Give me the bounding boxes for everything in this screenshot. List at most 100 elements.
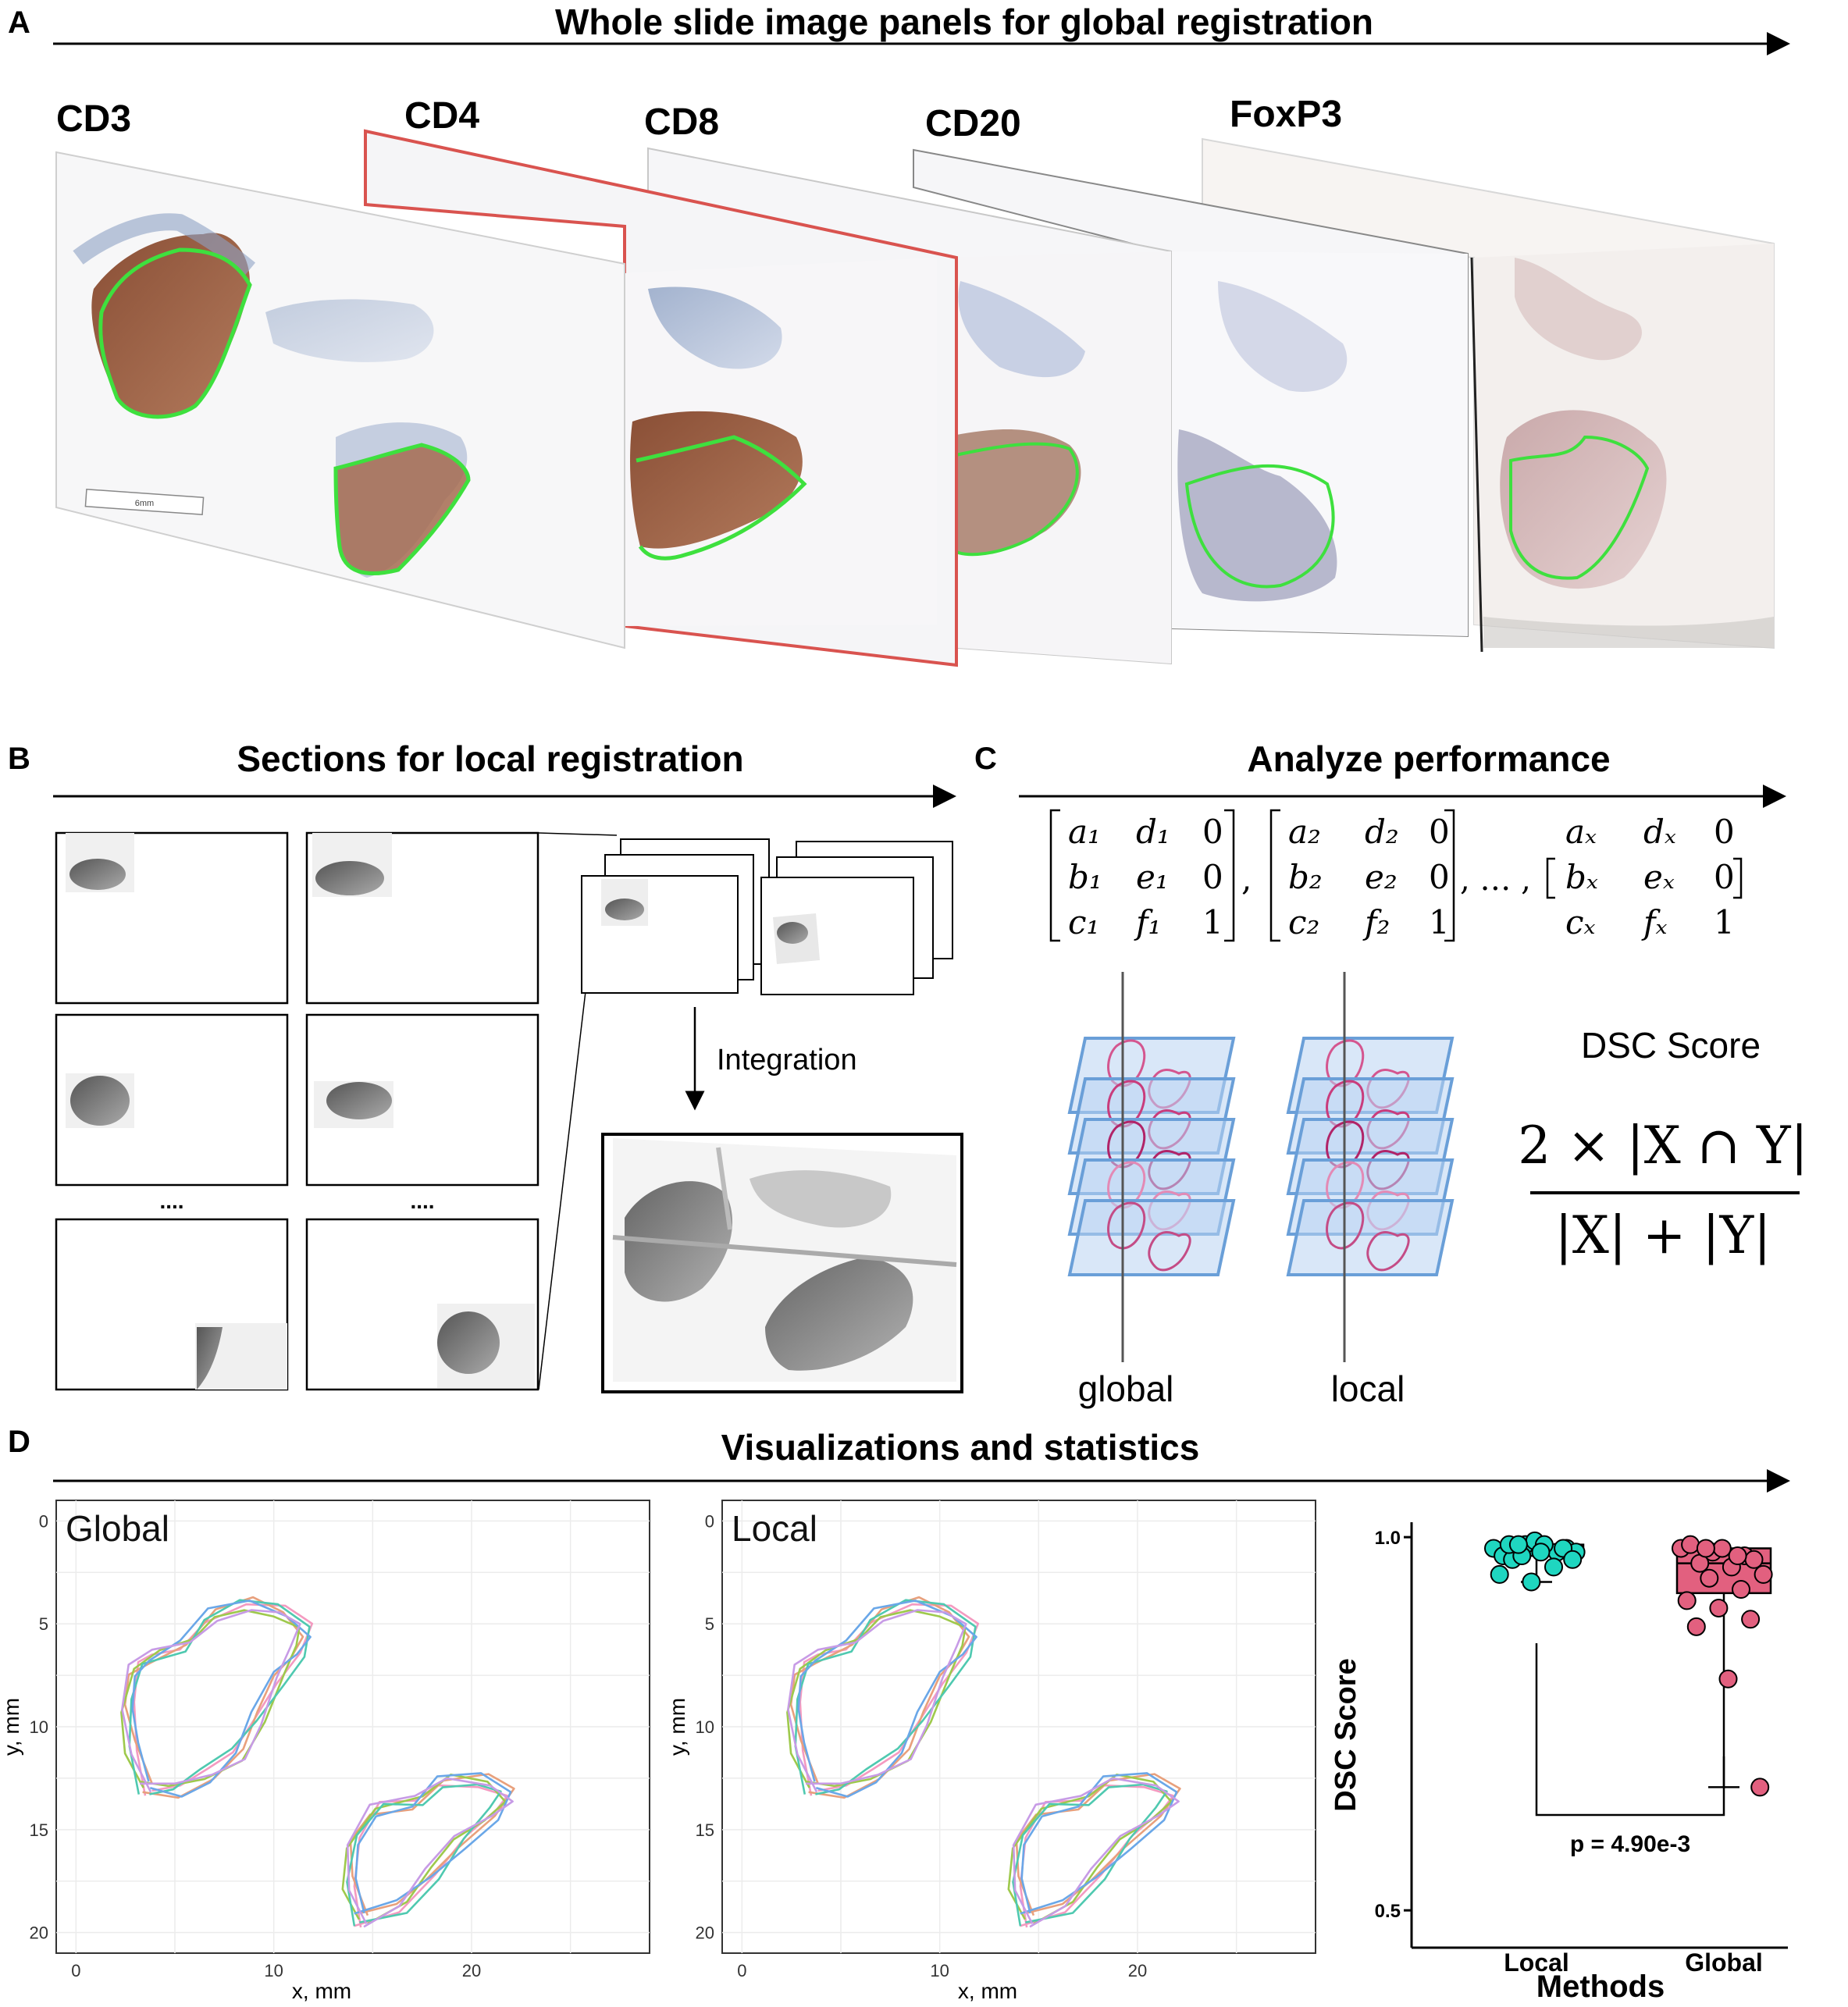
stack-global <box>1067 1037 1236 1276</box>
contour-plot-local: 0 10 20 0 5 10 15 20 x, mm y, mm Local <box>665 1500 1316 2003</box>
contour-line <box>354 1772 512 1915</box>
contour-line <box>1012 1783 1168 1927</box>
mx-r2c1: fₓ <box>1641 903 1668 941</box>
data-point <box>1681 1535 1700 1554</box>
matrix-ellipsis: , … , <box>1460 862 1531 898</box>
mx-r0c1: dₓ <box>1643 813 1676 851</box>
data-point <box>1686 1617 1706 1636</box>
slide-label-cd20: CD20 <box>925 103 1021 144</box>
data-point <box>1508 1535 1528 1554</box>
plot-title: Local <box>732 1508 817 1549</box>
y-tick-label: 20 <box>696 1923 714 1943</box>
data-point <box>1744 1550 1764 1569</box>
dsc-denominator: |X| + |Y| <box>1555 1205 1771 1265</box>
y-axis-label: y, mm <box>0 1698 23 1756</box>
data-point <box>1754 1564 1773 1584</box>
m2-r1c0: b₂ <box>1288 858 1323 896</box>
contour-line <box>346 1783 502 1927</box>
slide-cd20 <box>913 148 1469 638</box>
data-point <box>1522 1572 1541 1592</box>
m2-r0c2: 0 <box>1429 813 1450 851</box>
integration-label: Integration <box>717 1044 857 1076</box>
mx-r1c1: eₓ <box>1643 858 1675 896</box>
m1-r0c1: d₁ <box>1136 813 1170 851</box>
significance-bracket <box>1535 1643 1725 1817</box>
panel-d: D Visualizations and statistics 0 10 20 0 5 1… <box>0 1425 1790 2004</box>
contour-line <box>787 1609 967 1793</box>
m2-r2c2: 1 <box>1429 903 1450 941</box>
contour-line <box>794 1599 977 1795</box>
matrix-1: a₁ d₁ 0 b₁ e₁ 0 c₁ f₁ 1 <box>1049 809 1235 942</box>
slide-cd4 <box>364 129 958 667</box>
m2-r2c0: c₂ <box>1288 903 1319 941</box>
panel-d-letter: D <box>8 1425 30 1459</box>
m1-r0c2: 0 <box>1202 813 1223 851</box>
panel-b: B Sections for local registration .... .… <box>8 738 963 1393</box>
slide-foxp3 <box>1202 137 1775 653</box>
mx-r1c0: bₓ <box>1565 858 1598 896</box>
data-point <box>1490 1564 1509 1584</box>
mx-r0c0: aₓ <box>1565 813 1597 851</box>
stack-label-local: local <box>1331 1368 1405 1409</box>
panel-c: C Analyze performance a₁ d₁ 0 b₁ e₁ 0 c₁… <box>974 738 1808 1409</box>
contour-line <box>123 1596 304 1799</box>
x-tick-label: 0 <box>71 1961 80 1980</box>
y-tick-label: 0 <box>39 1511 48 1531</box>
m2-r2c1: f₂ <box>1362 903 1390 941</box>
data-point <box>1563 1550 1583 1569</box>
x-tick-label: 0 <box>737 1961 746 1980</box>
y-tick-label: 15 <box>696 1820 714 1840</box>
y-tick-label: 20 <box>30 1923 48 1943</box>
panel-a-letter: A <box>8 5 30 40</box>
matrix-x: aₓ dₓ 0 bₓ eₓ 0 cₓ fₓ 1 <box>1546 813 1743 941</box>
data-point <box>1544 1557 1563 1577</box>
mx-r1c2: 0 <box>1714 858 1735 896</box>
data-point <box>1718 1669 1738 1689</box>
data-point <box>1728 1546 1747 1566</box>
x-axis-label: x, mm <box>292 1979 351 2003</box>
contour-line <box>789 1596 970 1799</box>
stack-local <box>1286 1037 1455 1276</box>
data-point <box>1709 1598 1729 1617</box>
slide-label-cd8: CD8 <box>644 101 719 143</box>
data-point <box>1750 1777 1770 1797</box>
data-point <box>1712 1539 1732 1558</box>
y-tick-label: 0 <box>705 1511 714 1531</box>
contour-line <box>353 1784 509 1928</box>
data-point <box>1700 1568 1719 1588</box>
m1-r2c0: c₁ <box>1068 903 1099 941</box>
y-axis-label: DSC Score <box>1330 1658 1362 1811</box>
ellipsis-left: .... <box>159 1189 183 1213</box>
slide-label-cd4: CD4 <box>404 95 479 137</box>
mx-r2c0: cₓ <box>1565 903 1596 941</box>
matrix-separator: , <box>1241 859 1252 898</box>
m1-r1c1: e₁ <box>1136 858 1169 896</box>
integrated-image <box>601 1133 963 1393</box>
x-axis-label: Methods <box>1536 1970 1665 2004</box>
m2-r1c2: 0 <box>1429 858 1450 896</box>
dsc-title: DSC Score <box>1581 1025 1761 1066</box>
category-label: Local <box>1504 1948 1569 1977</box>
matrix-2: a₂ d₂ 0 b₂ e₂ 0 c₂ f₂ 1 <box>1269 809 1455 942</box>
slide-label-cd3: CD3 <box>56 98 131 140</box>
tile-grid: .... .... <box>55 831 539 1391</box>
contour <box>1326 1201 1365 1250</box>
contour-line <box>121 1609 301 1793</box>
category-label: Global <box>1685 1948 1763 1977</box>
y-tick-label: 10 <box>30 1717 48 1737</box>
p-value-annotation: p = 4.90e-3 <box>1570 1831 1690 1857</box>
m1-r0c0: a₁ <box>1068 813 1101 851</box>
x-tick-label: 10 <box>264 1961 283 1980</box>
x-tick-label: 20 <box>1128 1961 1147 1980</box>
contour <box>1366 1231 1410 1272</box>
m2-r1c1: e₂ <box>1365 858 1398 896</box>
y-tick-label: 10 <box>696 1717 714 1737</box>
panel-b-title: Sections for local registration <box>237 738 743 779</box>
scale-bar <box>84 488 205 516</box>
m1-r1c0: b₁ <box>1068 858 1102 896</box>
y-tick-label: 5 <box>39 1614 48 1634</box>
data-point <box>1741 1610 1761 1629</box>
y-axis-label: y, mm <box>665 1698 689 1756</box>
contour <box>1107 1201 1146 1250</box>
